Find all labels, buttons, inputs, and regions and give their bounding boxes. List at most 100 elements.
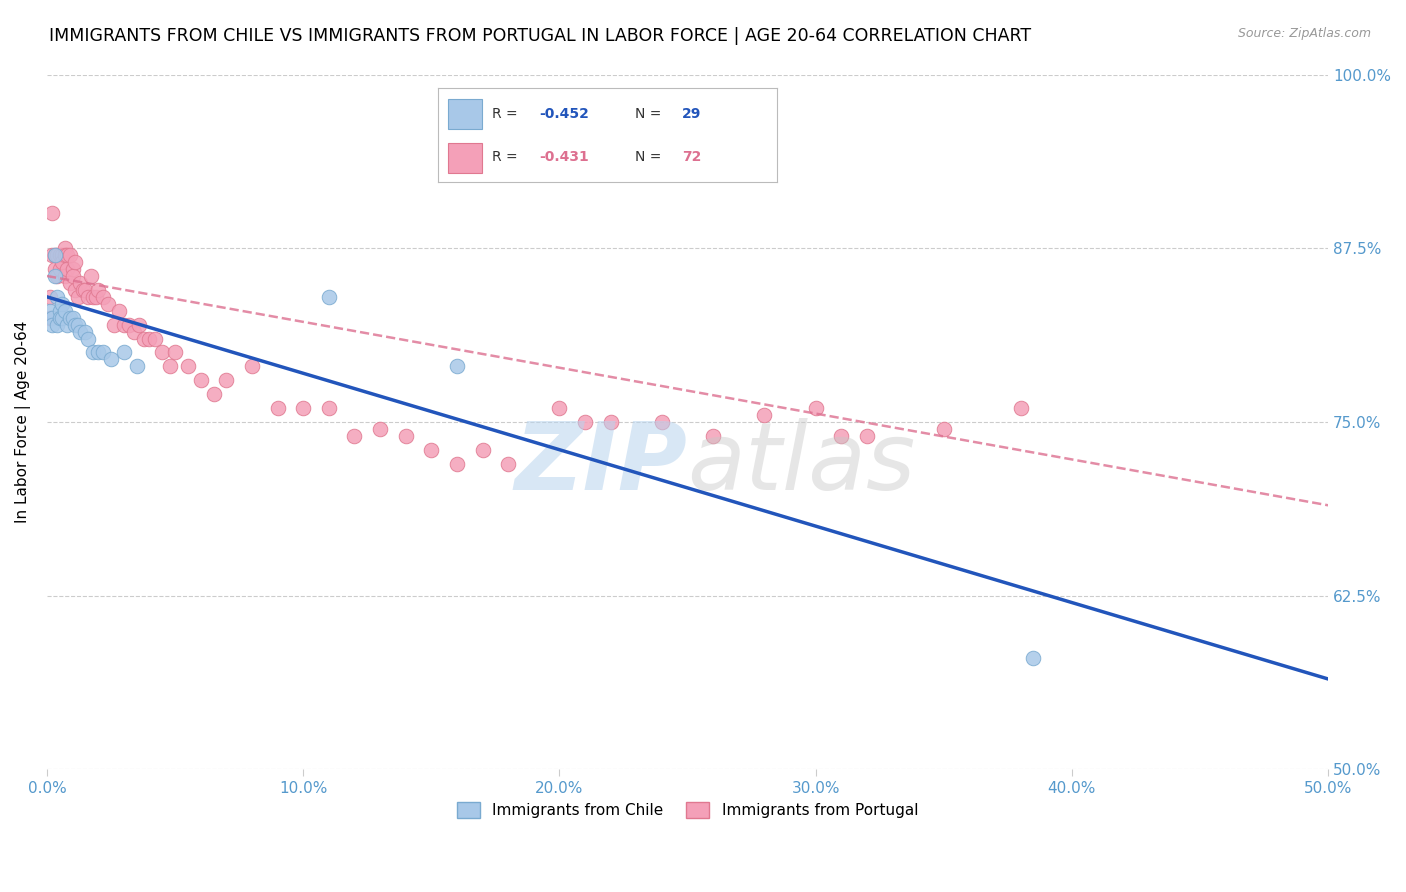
Point: [292, 401, 315, 415]
Point: [177, 359, 200, 374]
Point: [49, 310, 72, 325]
Text: atlas: atlas: [688, 418, 915, 509]
Point: [599, 415, 621, 429]
Point: [38, 290, 60, 304]
Point: [49, 303, 72, 318]
Point: [77, 290, 100, 304]
Point: [75, 283, 97, 297]
Point: [53, 268, 76, 283]
Point: [38, 303, 60, 318]
Point: [66, 318, 89, 332]
Point: [59, 248, 82, 262]
Point: [368, 422, 391, 436]
Point: [446, 457, 468, 471]
Point: [830, 429, 852, 443]
Point: [932, 422, 955, 436]
Point: [59, 276, 82, 290]
Point: [46, 290, 69, 304]
Point: [38, 310, 60, 325]
Point: [59, 310, 82, 325]
Point: [446, 359, 468, 374]
Point: [103, 318, 125, 332]
Point: [395, 429, 418, 443]
Point: [82, 290, 104, 304]
Point: [93, 290, 115, 304]
Point: [62, 310, 84, 325]
Point: [496, 457, 519, 471]
Point: [107, 303, 129, 318]
Point: [44, 248, 66, 262]
Point: [125, 359, 148, 374]
Point: [41, 248, 63, 262]
Point: [318, 401, 340, 415]
Point: [84, 290, 107, 304]
Point: [266, 401, 288, 415]
Point: [72, 283, 94, 297]
Point: [63, 255, 86, 269]
Point: [56, 318, 79, 332]
Point: [190, 373, 212, 387]
Point: [165, 345, 187, 359]
Point: [44, 248, 66, 262]
Point: [53, 303, 76, 318]
Point: [112, 318, 135, 332]
Point: [77, 332, 100, 346]
Point: [343, 429, 366, 443]
Point: [240, 359, 263, 374]
Point: [51, 255, 73, 269]
Point: [134, 332, 156, 346]
Point: [53, 241, 76, 255]
Point: [87, 283, 110, 297]
Point: [66, 290, 89, 304]
Y-axis label: In Labor Force | Age 20-64: In Labor Force | Age 20-64: [15, 321, 31, 523]
Point: [754, 408, 776, 422]
Point: [143, 332, 166, 346]
Point: [46, 318, 69, 332]
Point: [53, 248, 76, 262]
Point: [93, 345, 115, 359]
Point: [41, 318, 63, 332]
Point: [41, 206, 63, 220]
Point: [651, 415, 673, 429]
Point: [62, 268, 84, 283]
Point: [51, 310, 73, 325]
Point: [69, 325, 91, 339]
Point: [46, 268, 69, 283]
Point: [702, 429, 724, 443]
Point: [82, 345, 104, 359]
Point: [62, 262, 84, 277]
Legend: Immigrants from Chile, Immigrants from Portugal: Immigrants from Chile, Immigrants from P…: [451, 796, 924, 824]
Point: [118, 318, 141, 332]
Point: [215, 373, 238, 387]
Point: [75, 325, 97, 339]
Point: [856, 429, 879, 443]
Text: Source: ZipAtlas.com: Source: ZipAtlas.com: [1237, 27, 1371, 40]
Point: [574, 415, 596, 429]
Point: [46, 248, 69, 262]
Point: [56, 262, 79, 277]
Point: [44, 268, 66, 283]
Point: [804, 401, 827, 415]
Point: [548, 401, 571, 415]
Point: [122, 325, 145, 339]
Point: [128, 318, 150, 332]
Point: [97, 297, 120, 311]
Point: [100, 352, 122, 367]
Point: [44, 262, 66, 277]
Point: [63, 318, 86, 332]
Text: ZIP: ZIP: [515, 417, 688, 509]
Point: [51, 248, 73, 262]
Point: [51, 297, 73, 311]
Point: [318, 290, 340, 304]
Point: [79, 268, 101, 283]
Point: [150, 345, 173, 359]
Text: IMMIGRANTS FROM CHILE VS IMMIGRANTS FROM PORTUGAL IN LABOR FORCE | AGE 20-64 COR: IMMIGRANTS FROM CHILE VS IMMIGRANTS FROM…: [49, 27, 1032, 45]
Point: [49, 248, 72, 262]
Point: [420, 442, 443, 457]
Point: [56, 248, 79, 262]
Point: [1022, 651, 1045, 665]
Point: [202, 387, 225, 401]
Point: [87, 345, 110, 359]
Point: [49, 262, 72, 277]
Point: [138, 332, 160, 346]
